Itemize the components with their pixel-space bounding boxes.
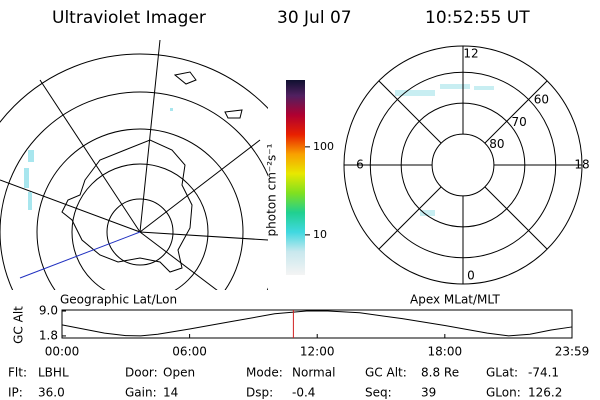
mlt-spoke bbox=[484, 80, 548, 144]
field-value: 14 bbox=[163, 386, 178, 400]
time: 10:52:55 UT bbox=[425, 8, 530, 28]
mlt-spoke bbox=[378, 80, 442, 144]
mlt-label: 6 bbox=[356, 158, 364, 172]
mlt-spoke bbox=[378, 186, 442, 250]
mlat-label: 70 bbox=[512, 115, 527, 129]
instrument: Ultraviolet Imager bbox=[52, 8, 206, 28]
timeline-ylabel: GC Alt bbox=[12, 306, 26, 344]
x-tick-label: 00:00 bbox=[45, 345, 80, 359]
footer: Flt: LBHL Door: Open Mode: Normal GC Alt: 8.8 R… bbox=[8, 366, 562, 400]
field-label: GC Alt: bbox=[365, 366, 407, 380]
field-label: GLat: bbox=[486, 366, 518, 380]
mlt-label: 12 bbox=[463, 47, 478, 61]
mlt-label: 0 bbox=[467, 269, 475, 283]
y-tick-label: 9.0 bbox=[39, 304, 58, 318]
mlt-spoke bbox=[484, 186, 548, 250]
field-value: Normal bbox=[292, 366, 335, 380]
x-tick-label: 18:00 bbox=[428, 345, 463, 359]
mlat-ring bbox=[431, 133, 495, 197]
field-value: 36.0 bbox=[38, 386, 65, 400]
geo-label: Geographic Lat/Lon bbox=[60, 293, 177, 307]
field-value: 8.8 Re bbox=[421, 366, 459, 380]
field-label: IP: bbox=[8, 386, 23, 400]
altitude-line bbox=[61, 310, 573, 337]
field-value: 39 bbox=[421, 386, 436, 400]
colorbar-label: photon cm⁻²s⁻¹ bbox=[265, 143, 279, 236]
field-label: Dsp: bbox=[246, 386, 273, 400]
field-label: Mode: bbox=[246, 366, 283, 380]
field-value: -74.1 bbox=[528, 366, 559, 380]
field-label: Seq: bbox=[365, 386, 392, 400]
mlat-label: 80 bbox=[489, 137, 504, 151]
x-tick-label: 23:59 bbox=[555, 345, 590, 359]
y-tick-label: 1.8 bbox=[39, 328, 58, 342]
field-label: Door: bbox=[125, 366, 158, 380]
field-value: -0.4 bbox=[292, 386, 315, 400]
colorbar bbox=[286, 80, 305, 275]
field-label: Flt: bbox=[8, 366, 27, 380]
x-tick-label: 06:00 bbox=[172, 345, 207, 359]
geo-map bbox=[0, 40, 268, 290]
field-value: LBHL bbox=[38, 366, 69, 380]
field-value: 126.2 bbox=[528, 386, 562, 400]
field-value: Open bbox=[163, 366, 195, 380]
colorbar-tick-label: 10 bbox=[313, 228, 327, 241]
x-tick-label: 12:00 bbox=[300, 345, 335, 359]
field-label: GLon: bbox=[486, 386, 521, 400]
mlt-label: 18 bbox=[574, 158, 589, 172]
mlat-label: 60 bbox=[534, 93, 549, 107]
colorbar-tick-label: 100 bbox=[313, 140, 334, 153]
field-label: Gain: bbox=[125, 386, 157, 400]
polar-label: Apex MLat/MLT bbox=[410, 293, 500, 307]
date: 30 Jul 07 bbox=[277, 8, 352, 28]
aurora bbox=[395, 84, 494, 216]
